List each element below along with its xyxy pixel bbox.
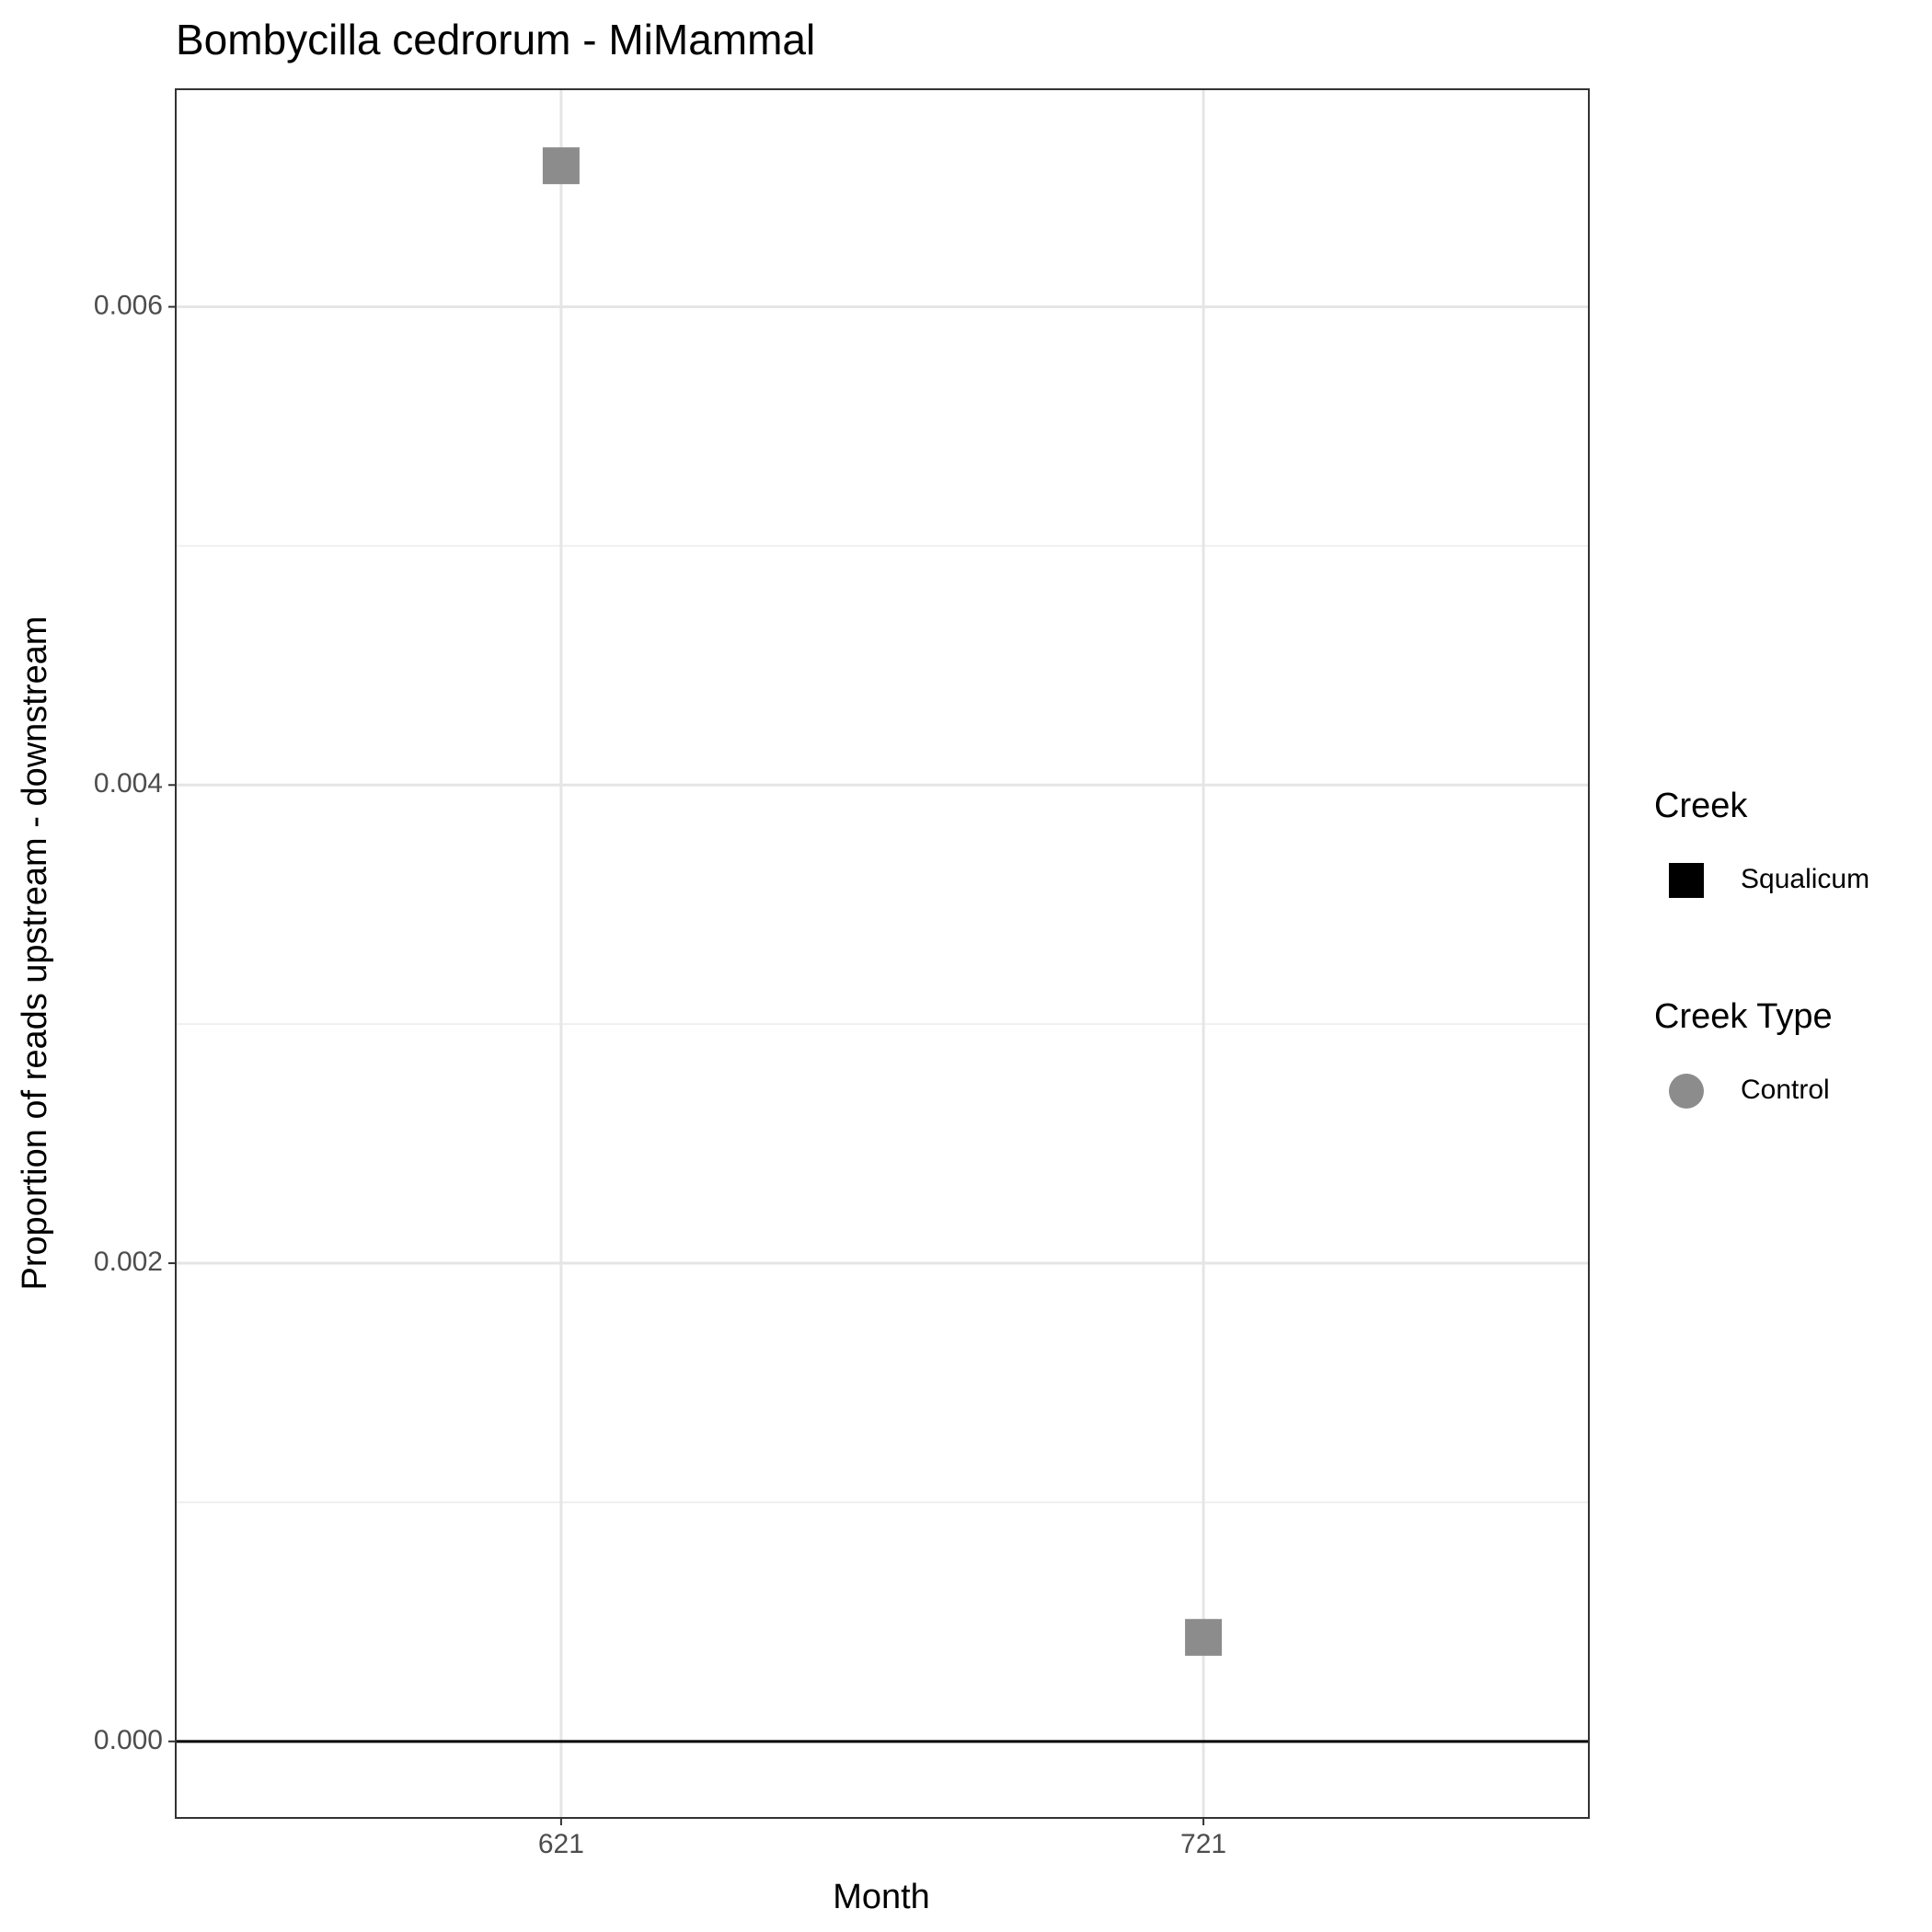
y-tick-label: 0.002 (94, 1247, 163, 1277)
legend-title: Creek (1654, 787, 1748, 825)
x-tick-label: 621 (538, 1829, 584, 1859)
x-axis-title: Month (833, 1878, 930, 1916)
y-tick-label: 0.000 (94, 1725, 163, 1755)
legend-label: Control (1741, 1075, 1830, 1105)
y-tick-label: 0.006 (94, 290, 163, 320)
y-tick-label: 0.004 (94, 768, 163, 799)
legend-swatch (1669, 863, 1704, 898)
legend-swatch (1669, 1074, 1704, 1109)
legend-title: Creek Type (1654, 997, 1833, 1036)
y-axis-title: Proportion of reads upstream - downstrea… (16, 616, 54, 1291)
x-tick-label: 721 (1180, 1829, 1226, 1859)
chart-title: Bombycilla cedrorum - MiMammal (176, 16, 815, 63)
legend-label: Squalicum (1741, 864, 1869, 894)
point (542, 147, 580, 185)
point (1185, 1618, 1223, 1656)
panel-border (175, 88, 1590, 1819)
